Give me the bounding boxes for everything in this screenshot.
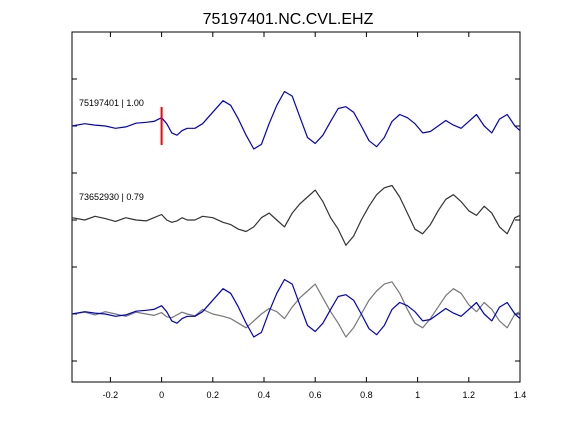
x-axis-ticks: -0.2 0 0.2 0.4 0.6 0.8 1 1.2 1.4	[103, 32, 527, 400]
x-tick-label: 0.6	[309, 390, 322, 400]
x-tick-label: 0.8	[360, 390, 373, 400]
x-tick-label: -0.2	[103, 390, 119, 400]
x-tick-label: 1.4	[514, 390, 527, 400]
plot-frame	[71, 31, 521, 383]
chart-title: 75197401.NC.CVL.EHZ	[203, 11, 374, 28]
x-tick-label: 0.2	[207, 390, 220, 400]
x-tick-label: 0.4	[258, 390, 271, 400]
waveform-trace-75197401	[71, 90, 521, 150]
x-tick-label: 1	[415, 390, 420, 400]
trace-group	[71, 90, 521, 338]
x-tick-label: 1.2	[463, 390, 476, 400]
waveform-trace-73652930	[71, 184, 521, 246]
trace-label-73652930: 73652930 | 0.79	[79, 192, 144, 202]
trace-label-75197401: 75197401 | 1.00	[79, 98, 144, 108]
waveform-trace-overlay-73652930	[71, 281, 521, 338]
x-tick-label: 0	[159, 390, 164, 400]
waveform-trace-overlay-75197401	[71, 278, 521, 338]
